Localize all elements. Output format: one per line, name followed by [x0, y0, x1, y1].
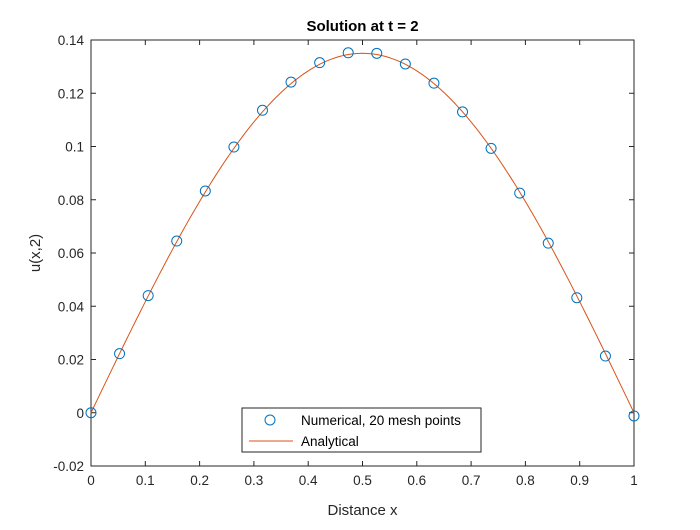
- x-tick-label: 0.4: [299, 473, 318, 488]
- numerical-point: [399, 58, 411, 70]
- y-tick-label: 0.08: [58, 193, 84, 208]
- numerical-point: [371, 47, 383, 59]
- y-tick-label: 0.06: [58, 246, 84, 261]
- numerical-point: [256, 104, 268, 116]
- y-axis-label: u(x,2): [27, 234, 44, 272]
- y-tick-label: 0: [76, 406, 84, 421]
- numerical-point: [628, 410, 640, 422]
- numerical-point: [514, 187, 526, 199]
- legend-analytical-label: Analytical: [301, 434, 359, 449]
- x-tick-label: 0.1: [136, 473, 155, 488]
- numerical-point: [199, 185, 211, 197]
- analytical-series: [90, 52, 635, 413]
- numerical-point: [85, 407, 97, 419]
- x-tick-label: 0.7: [462, 473, 481, 488]
- y-tick-label: 0.04: [58, 299, 85, 314]
- x-tick-label: 0.9: [570, 473, 589, 488]
- legend-box: [241, 407, 482, 453]
- numerical-point: [485, 142, 497, 154]
- x-tick-label: 1: [630, 473, 638, 488]
- numerical-series: [85, 47, 640, 422]
- legend-numerical-label: Numerical, 20 mesh points: [301, 413, 461, 428]
- y-tick-label: 0.12: [58, 86, 84, 101]
- numerical-point: [114, 348, 126, 360]
- y-tick-label: 0.1: [65, 140, 84, 155]
- chart-title: Solution at t = 2: [306, 18, 418, 35]
- numerical-point: [571, 292, 583, 304]
- x-tick-label: 0.2: [190, 473, 209, 488]
- x-axis-label: Distance x: [327, 502, 398, 519]
- y-tick-label: -0.02: [53, 459, 84, 474]
- ticks-layer: 0 0.1 0.2 0.3 0.4 0.5 0.6 0.7 0.8 0.9 1-0.0200.020…: [53, 33, 638, 488]
- numerical-point: [142, 290, 154, 302]
- numerical-point: [457, 106, 469, 118]
- numerical-point: [342, 47, 354, 59]
- numerical-point: [228, 141, 240, 153]
- numerical-point: [171, 235, 183, 247]
- axes-box: [90, 39, 635, 467]
- x-tick-label: 0.3: [245, 473, 264, 488]
- legend: Numerical, 20 mesh points Analytical: [241, 407, 482, 453]
- numerical-point: [428, 77, 440, 89]
- analytical-line: [90, 52, 635, 413]
- numerical-point: [599, 350, 611, 362]
- x-tick-label: 0: [87, 473, 95, 488]
- x-tick-label: 0.5: [353, 473, 372, 488]
- y-tick-label: 0.02: [58, 353, 84, 368]
- numerical-point: [542, 237, 554, 249]
- x-tick-label: 0.8: [516, 473, 535, 488]
- x-tick-label: 0.6: [407, 473, 426, 488]
- numerical-point: [314, 57, 326, 69]
- y-tick-label: 0.14: [58, 33, 85, 48]
- numerical-point: [285, 76, 297, 88]
- legend-numerical-marker: [264, 414, 276, 426]
